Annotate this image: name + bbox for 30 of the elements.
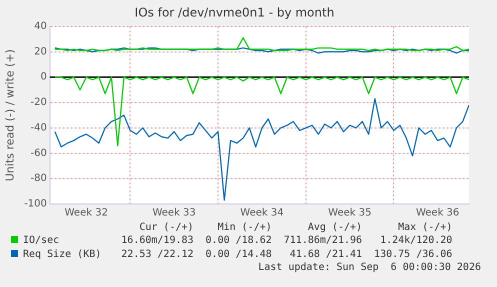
text: 0.00 /18.62 bbox=[204, 234, 273, 248]
text: Last update: Sun Sep 6 00:00:30 2026 bbox=[257, 262, 482, 273]
text: Max (-/+) bbox=[397, 222, 454, 234]
y-axis-title: Units read (-) / write (+) bbox=[3, 49, 16, 182]
y-tick-label: -40 bbox=[30, 122, 47, 134]
text: 1.24k/120.20 bbox=[379, 234, 454, 248]
x-tick-label: Week 35 bbox=[328, 208, 372, 219]
text: Min (-/+) bbox=[216, 222, 273, 234]
x-tick-label: Week 34 bbox=[240, 208, 284, 219]
y-tick-label: -60 bbox=[30, 148, 47, 159]
text: 0.00 /14.48 bbox=[204, 248, 273, 262]
legend-label: Req Size (KB) bbox=[22, 248, 102, 262]
y-tick-label: -80 bbox=[30, 173, 47, 184]
x-tick-label: Week 32 bbox=[64, 208, 108, 219]
text: 41.68 /21.41 bbox=[288, 248, 364, 262]
legend-label: IO/sec bbox=[22, 234, 60, 248]
y-tick-label: 0 bbox=[40, 72, 47, 83]
text: Avg (-/+) bbox=[306, 222, 364, 234]
text: 130.75 /36.06 bbox=[373, 248, 454, 262]
x-tick-label: Week 36 bbox=[416, 208, 460, 219]
text: 16.60m/19.83 bbox=[120, 234, 195, 248]
y-tick-label: -20 bbox=[30, 97, 47, 108]
text: Cur (-/+) bbox=[138, 222, 195, 234]
y-tick-label: 20 bbox=[34, 46, 47, 58]
text: 22.53 /22.12 bbox=[120, 248, 195, 262]
x-tick-label: Week 33 bbox=[152, 208, 196, 219]
chart-title: IOs for /dev/nvme0n1 - by month bbox=[134, 5, 334, 20]
y-tick-label: 40 bbox=[34, 20, 47, 32]
y-tick-label: -100 bbox=[24, 198, 47, 210]
text: 711.86m/21.96 bbox=[282, 234, 364, 248]
